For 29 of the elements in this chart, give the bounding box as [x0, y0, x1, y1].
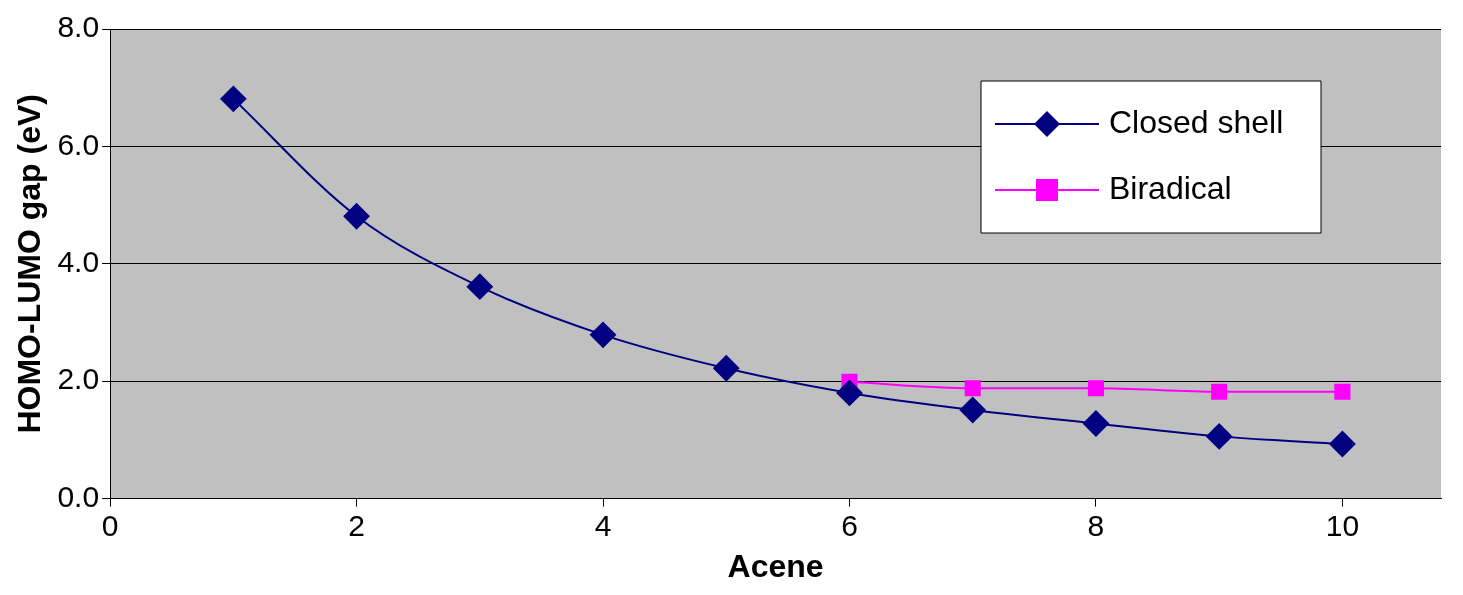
- x-tick-label: 2: [348, 508, 365, 542]
- point: [1206, 423, 1233, 450]
- point: [1211, 383, 1228, 400]
- point: [713, 355, 740, 382]
- point: [466, 273, 493, 300]
- point: [959, 396, 986, 423]
- point: [343, 203, 370, 230]
- legend-label: Closed shell: [1109, 103, 1284, 140]
- x-tick-label: 0: [101, 508, 119, 542]
- x-tick-label: 4: [594, 508, 612, 542]
- x-tick-label: 10: [1325, 508, 1360, 542]
- y-tick-label: 2.0: [57, 362, 100, 396]
- point: [1334, 383, 1351, 400]
- point: [964, 380, 981, 397]
- y-tick-label: 6.0: [57, 127, 100, 161]
- legend-label: Biradical: [1109, 169, 1232, 206]
- point: [1087, 380, 1105, 397]
- point: [1329, 431, 1356, 458]
- point: [1082, 410, 1109, 437]
- point: [590, 321, 617, 348]
- x-tick-label: 6: [841, 508, 858, 542]
- y-tick-label: 8.0: [57, 10, 100, 44]
- y-axis-title: HOMO-LUMO gap (eV): [11, 94, 48, 434]
- x-tick-label: 8: [1087, 508, 1105, 542]
- y-tick-label: 0.0: [57, 479, 100, 513]
- y-tick-label: 4.0: [57, 245, 100, 279]
- point: [836, 379, 863, 406]
- x-axis-title: Acene: [727, 547, 824, 584]
- point: [220, 85, 247, 112]
